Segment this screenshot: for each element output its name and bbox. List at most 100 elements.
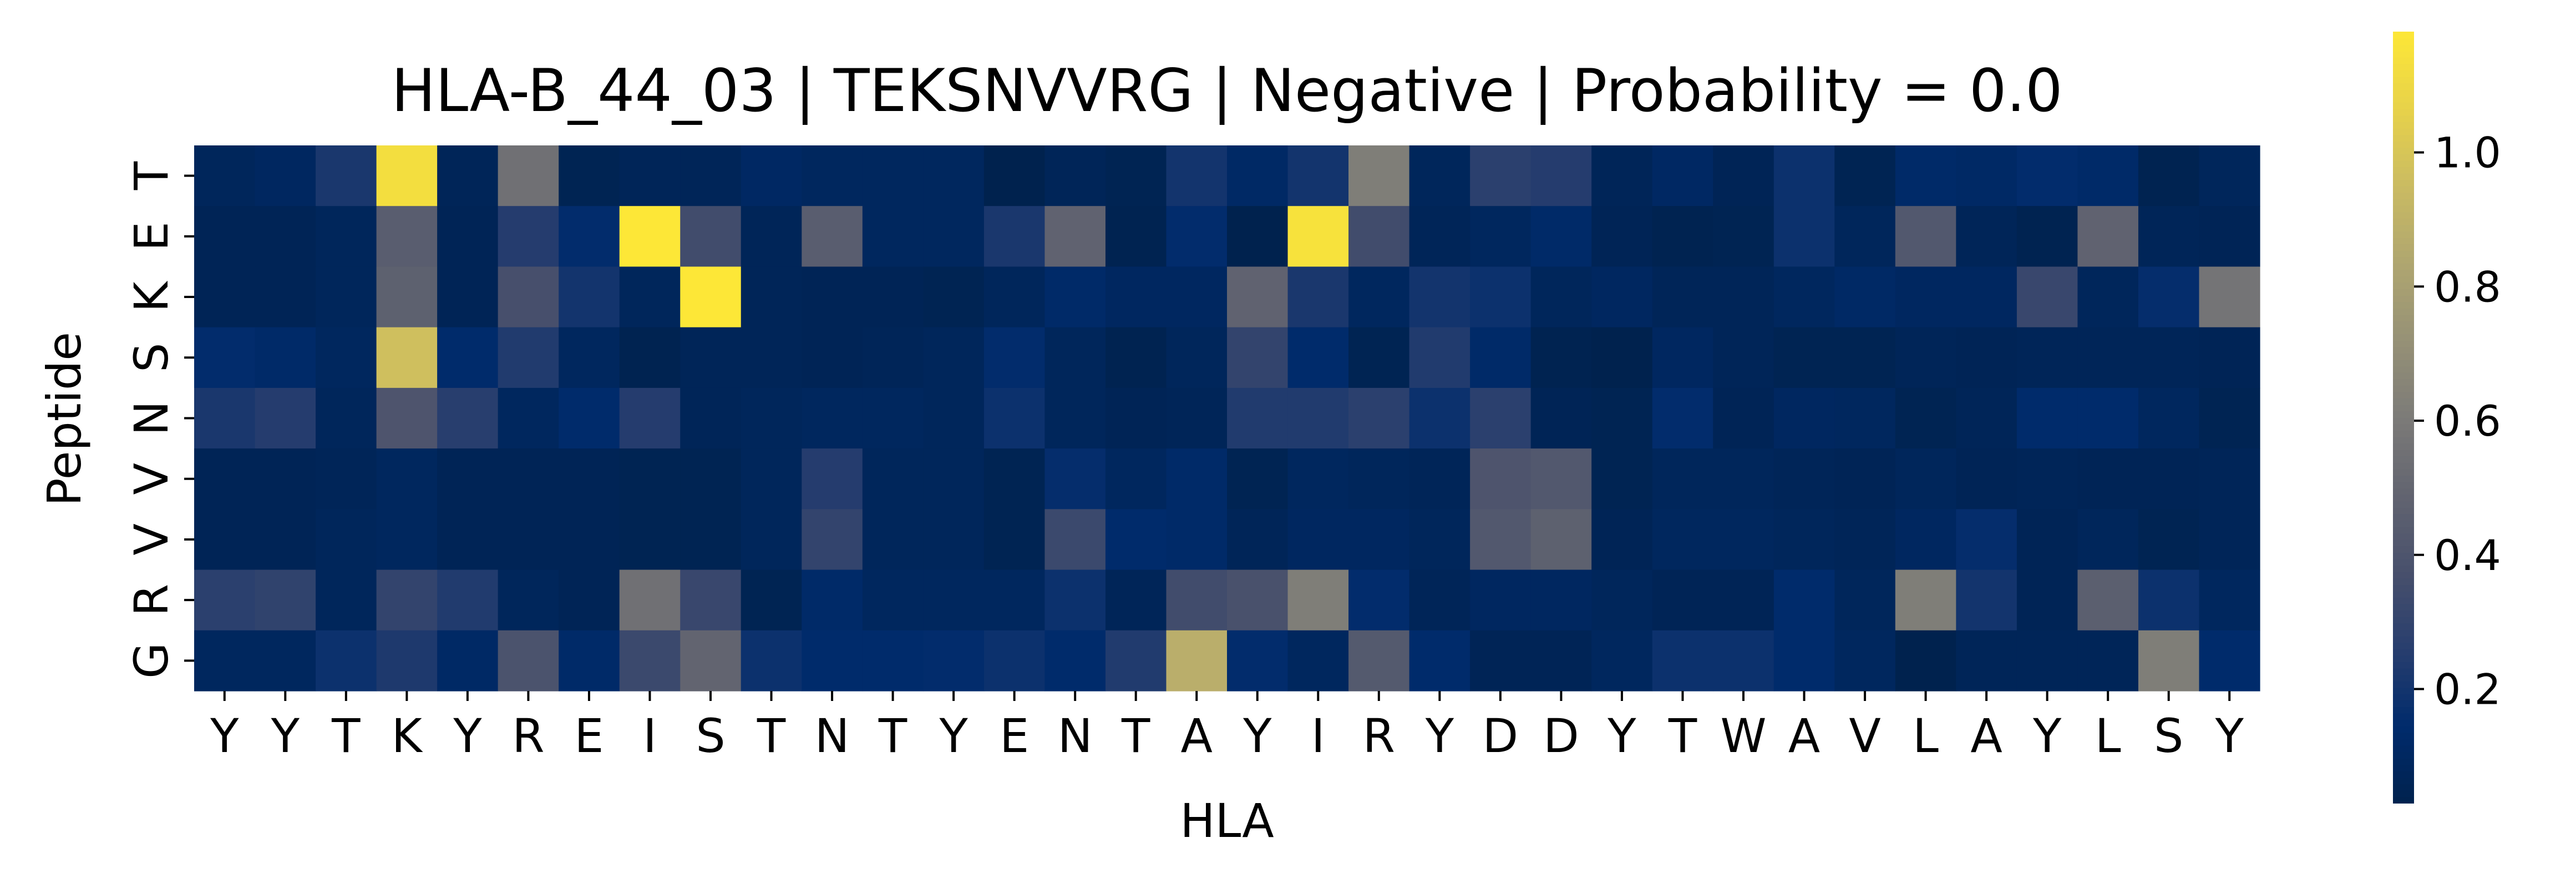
- heatmap-cell: [2077, 509, 2139, 571]
- heatmap-cell: [1956, 509, 2017, 571]
- x-tick-label: N: [1058, 709, 1093, 763]
- heatmap-cell: [1409, 206, 1470, 268]
- heatmap-cell: [194, 387, 256, 449]
- heatmap-cell: [255, 509, 316, 571]
- colorbar-segment: [2393, 417, 2414, 425]
- heatmap-cell: [1530, 509, 1592, 571]
- heatmap-cell: [437, 509, 499, 571]
- colorbar-segment: [2393, 211, 2414, 219]
- heatmap-cell: [1166, 145, 1228, 206]
- heatmap-cell: [1713, 387, 1774, 449]
- colorbar-segment: [2393, 89, 2414, 97]
- colorbar-segment: [2393, 539, 2414, 547]
- heatmap-cell: [862, 569, 924, 631]
- heatmap-cell: [1956, 206, 2017, 268]
- heatmap-cell: [619, 630, 681, 692]
- heatmap-cell: [2077, 387, 2139, 449]
- heatmap-cell: [1713, 145, 1774, 206]
- heatmap-cell: [2138, 630, 2200, 692]
- colorbar-segment: [2393, 38, 2414, 45]
- heatmap-cell: [741, 387, 802, 449]
- heatmap-cell: [194, 206, 256, 268]
- heatmap-cell: [1348, 448, 1410, 509]
- heatmap-cell: [1166, 387, 1228, 449]
- heatmap-cell: [1591, 145, 1653, 206]
- heatmap-cell: [376, 448, 438, 509]
- colorbar-segment: [2393, 520, 2414, 527]
- heatmap-cell: [2077, 145, 2139, 206]
- x-tick-label: K: [392, 709, 423, 763]
- heatmap-cell: [2199, 509, 2260, 571]
- heatmap-cell: [376, 387, 438, 449]
- heatmap-cell: [1287, 145, 1349, 206]
- heatmap-cell: [437, 327, 499, 388]
- colorbar-segment: [2393, 379, 2414, 386]
- colorbar-segment: [2393, 295, 2414, 302]
- colorbar-segment: [2393, 404, 2414, 412]
- heatmap-cell: [2138, 569, 2200, 631]
- heatmap-cell: [1895, 630, 1956, 692]
- colorbar-segment: [2393, 642, 2414, 649]
- heatmap-cell: [1834, 509, 1896, 571]
- x-tick-label: L: [2095, 709, 2121, 763]
- heatmap-cell: [2138, 327, 2200, 388]
- colorbar-segment: [2393, 411, 2414, 418]
- y-tick-label: T: [124, 161, 179, 190]
- colorbar-segment: [2393, 205, 2414, 213]
- heatmap-cell: [923, 387, 985, 449]
- heatmap-cell: [2016, 569, 2078, 631]
- heatmap-cell: [498, 327, 559, 388]
- heatmap-cell: [741, 206, 802, 268]
- colorbar-segment: [2393, 327, 2414, 335]
- heatmap-cell: [498, 387, 559, 449]
- colorbar-segment: [2393, 423, 2414, 431]
- x-tick-label: W: [1720, 709, 1766, 763]
- heatmap-cell: [1227, 145, 1289, 206]
- heatmap-cell: [1470, 206, 1532, 268]
- colorbar-segment: [2393, 546, 2414, 553]
- x-tick-label: T: [878, 709, 907, 763]
- colorbar-segment: [2393, 680, 2414, 688]
- x-tick-label: D: [1483, 709, 1519, 763]
- colorbar-segment: [2393, 662, 2414, 669]
- heatmap-cell: [923, 509, 985, 571]
- heatmap-cell: [862, 206, 924, 268]
- heatmap-cell: [802, 569, 863, 631]
- heatmap-cell: [1044, 266, 1106, 328]
- colorbar-segment: [2393, 160, 2414, 168]
- colorbar-segment: [2393, 635, 2414, 643]
- colorbar-segment: [2393, 784, 2414, 791]
- heatmap-cell: [1105, 266, 1167, 328]
- heatmap-cell: [1895, 145, 1956, 206]
- colorbar-segment: [2393, 192, 2414, 199]
- heatmap-cell: [1044, 206, 1106, 268]
- heatmap-cell: [1834, 387, 1896, 449]
- heatmap-cell: [923, 145, 985, 206]
- heatmap-cell: [619, 206, 681, 268]
- y-tick-label: V: [124, 463, 179, 495]
- heatmap-cell: [1773, 569, 1835, 631]
- heatmap-cell: [376, 569, 438, 631]
- heatmap-cell: [923, 630, 985, 692]
- heatmap-cell: [862, 387, 924, 449]
- heatmap-cell: [1105, 569, 1167, 631]
- colorbar-segment: [2393, 334, 2414, 341]
- colorbar-segment: [2393, 224, 2414, 231]
- heatmap-cell: [1956, 266, 2017, 328]
- colorbar-segment: [2393, 777, 2414, 785]
- heatmap-cell: [680, 630, 742, 692]
- heatmap-cell: [1105, 206, 1167, 268]
- heatmap-cell: [1105, 509, 1167, 571]
- heatmap-cell: [194, 266, 256, 328]
- heatmap-cell: [619, 266, 681, 328]
- heatmap-cell: [1227, 630, 1289, 692]
- y-tick-label: S: [124, 343, 179, 372]
- heatmap-cell: [437, 266, 499, 328]
- colorbar-tick-label: 0.4: [2434, 531, 2501, 580]
- heatmap-cell: [1652, 569, 1713, 631]
- heatmap-cell: [1652, 509, 1713, 571]
- heatmap-cell: [559, 266, 620, 328]
- heatmap-cell: [923, 327, 985, 388]
- heatmap-cell: [1773, 145, 1835, 206]
- heatmap-cell: [498, 509, 559, 571]
